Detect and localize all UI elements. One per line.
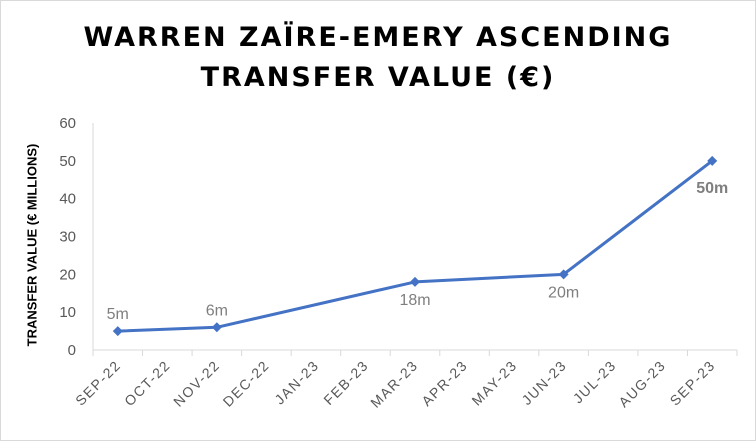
x-tick-label: DEC-22 [220, 357, 273, 410]
data-label: 20m [548, 284, 579, 301]
data-point-marker [558, 269, 569, 280]
data-point-marker [707, 155, 718, 166]
y-tick-label: 40 [59, 191, 76, 208]
data-point-marker [211, 322, 222, 333]
x-tick-label: SEP-22 [72, 357, 124, 409]
y-tick-label: 10 [59, 304, 76, 321]
data-label: 18m [399, 292, 430, 309]
y-tick-label: 20 [59, 266, 76, 283]
x-tick-label: AUG-23 [615, 357, 668, 410]
x-tick-label: OCT-22 [121, 357, 173, 409]
data-label: 50m [696, 180, 728, 197]
chart-title-line-2: TRANSFER VALUE (€) [200, 62, 556, 93]
x-tick-label: JAN-23 [271, 357, 322, 408]
chart-title-line-1: WARREN ZAÏRE-EMERY ASCENDING [83, 22, 673, 53]
x-tick-label: MAR-23 [367, 357, 421, 411]
x-tick-label: FEB-23 [320, 357, 371, 408]
y-tick-label: 0 [68, 342, 76, 359]
y-tick-label: 30 [59, 229, 76, 246]
data-point-marker [112, 326, 123, 337]
data-label: 5m [107, 306, 129, 323]
x-tick-label: JUL-23 [570, 357, 620, 407]
x-tick-label: SEP-23 [667, 357, 719, 409]
y-tick-label: 60 [59, 115, 76, 132]
x-tick-label: NOV-22 [170, 357, 223, 410]
x-tick-label: APR-23 [418, 357, 470, 409]
data-label: 6m [206, 302, 228, 319]
x-tick-label: JUN-23 [518, 357, 569, 408]
y-tick-label: 50 [59, 153, 76, 170]
data-point-marker [410, 276, 420, 287]
x-tick-label: MAY-23 [468, 357, 520, 409]
